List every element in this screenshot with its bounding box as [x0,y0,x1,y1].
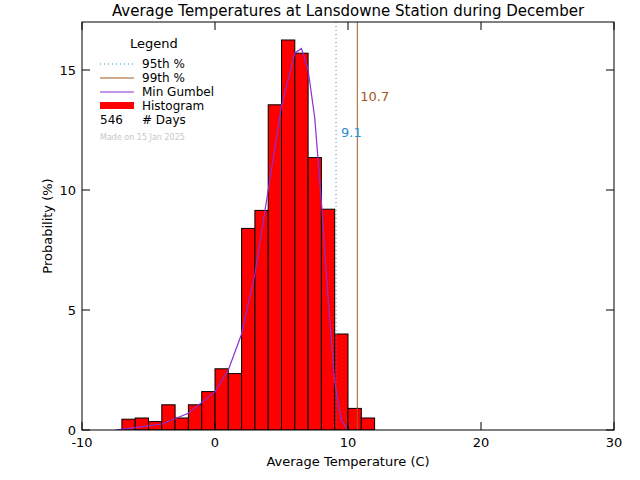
histogram-bar [321,209,334,430]
y-tick [82,70,90,71]
x-tick [348,22,349,30]
chart: 9.110.7-100102030051015Average Temperatu… [0,0,640,480]
legend-swatch [100,91,134,92]
histogram-bar [335,334,348,430]
percentile-line [357,22,358,430]
y-tick [606,310,614,311]
x-tick-label: 10 [340,435,357,450]
y-axis-label: Probability (%) [40,178,55,273]
x-tick [215,22,216,30]
y-tick [606,70,614,71]
made-on-note: Made on 15 Jan 2025 [100,133,185,142]
percentile-label: 10.7 [360,89,389,104]
histogram-bar [228,374,241,430]
x-tick [481,22,482,30]
gumbel-line [115,48,348,430]
x-tick [348,422,349,430]
percentile-label: 9.1 [341,125,362,140]
legend-swatch [100,77,134,78]
histogram-bar [188,405,201,430]
histogram-bar [135,418,148,430]
y-tick-label: 5 [68,303,76,318]
x-tick-label: 0 [211,435,219,450]
histogram-bar [268,105,281,430]
x-tick [614,422,615,430]
title: Average Temperatures at Lansdowne Statio… [112,2,585,20]
legend-label: 95th % [142,57,185,71]
legend-swatch [100,63,134,64]
legend-label: Min Gumbel [142,85,214,99]
histogram-bar [348,408,361,430]
x-tick-label: 30 [606,435,623,450]
y-tick [606,430,614,431]
histogram-bar [255,210,268,430]
x-tick [481,422,482,430]
days-label: # Days [142,113,186,127]
x-tick [82,422,83,430]
y-tick [82,310,90,311]
x-tick [215,422,216,430]
x-axis-label: Average Temperature (C) [266,454,429,469]
histogram-bar [361,418,374,430]
y-tick [82,190,90,191]
legend-title: Legend [130,36,178,51]
y-tick [82,430,90,431]
histogram-bar [175,418,188,430]
y-tick [606,190,614,191]
y-tick-label: 15 [59,63,76,78]
days-count: 546 [100,113,123,127]
histogram-bar [308,158,321,430]
histogram-bar [162,405,175,430]
y-tick-label: 0 [68,423,76,438]
x-tick [614,22,615,30]
legend: Legend 95th %99th %Min GumbelHistogram 546… [100,36,214,127]
x-tick [82,22,83,30]
legend-swatch [100,102,134,109]
plot-frame [82,22,614,430]
legend-label: 99th % [142,71,185,85]
x-tick-label: 20 [473,435,490,450]
histogram-bar [242,228,255,430]
percentile-line [336,22,337,430]
histogram-bar [215,369,228,430]
background [0,0,640,480]
histogram-bar [295,53,308,430]
plot-area [115,22,374,430]
legend-label: Histogram [142,99,204,113]
y-tick-label: 10 [59,183,76,198]
